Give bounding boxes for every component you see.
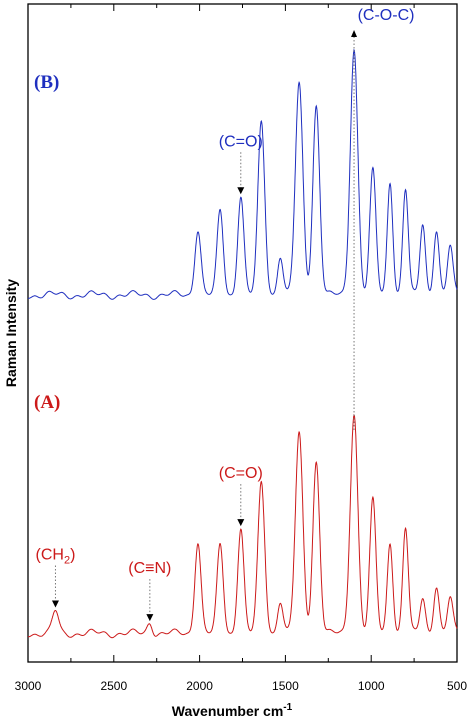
y-axis-title: Raman Intensity	[3, 279, 19, 387]
annotation-label: (C=O)	[219, 133, 263, 150]
annotation-label: (C≡N)	[128, 560, 171, 577]
x-axis-title-superscript: -1	[283, 702, 292, 713]
annotations-group: (B) (C=O) (C-O-C) (A) (CH2) (C≡N) (C=O)	[34, 7, 415, 622]
spectrum-line	[27, 413, 458, 639]
x-tick-label: 2500	[100, 679, 127, 693]
x-axis-title: Wavenumber cm-1	[172, 702, 293, 719]
x-tick-label: 1500	[272, 679, 299, 693]
annotation-arrowhead	[51, 600, 59, 608]
annotation-arrowhead	[237, 519, 245, 527]
annotation-label: (CH2)	[36, 546, 76, 566]
plot-frame	[27, 3, 458, 663]
annotation-arrowhead	[146, 614, 154, 622]
panel-label: (A)	[34, 392, 60, 413]
x-axis-tick-labels: 3000 2500 2000 1500 1000 500	[15, 679, 468, 693]
x-tick-label: 2000	[186, 679, 213, 693]
x-axis-title-main: Wavenumber cm	[172, 703, 284, 719]
x-tick-label: 3000	[15, 679, 42, 693]
spectra-group	[27, 48, 458, 639]
panel-label: (B)	[34, 72, 59, 93]
x-tick-label: 500	[447, 679, 467, 693]
annotation-label: (C-O-C)	[358, 7, 415, 24]
annotation-arrowhead	[237, 187, 245, 195]
annotation-arrowhead	[351, 30, 358, 37]
x-axis-ticks	[27, 4, 458, 662]
spectrum-line	[27, 48, 458, 300]
x-tick-label: 1000	[358, 679, 385, 693]
annotation-label: (C=O)	[219, 465, 263, 482]
